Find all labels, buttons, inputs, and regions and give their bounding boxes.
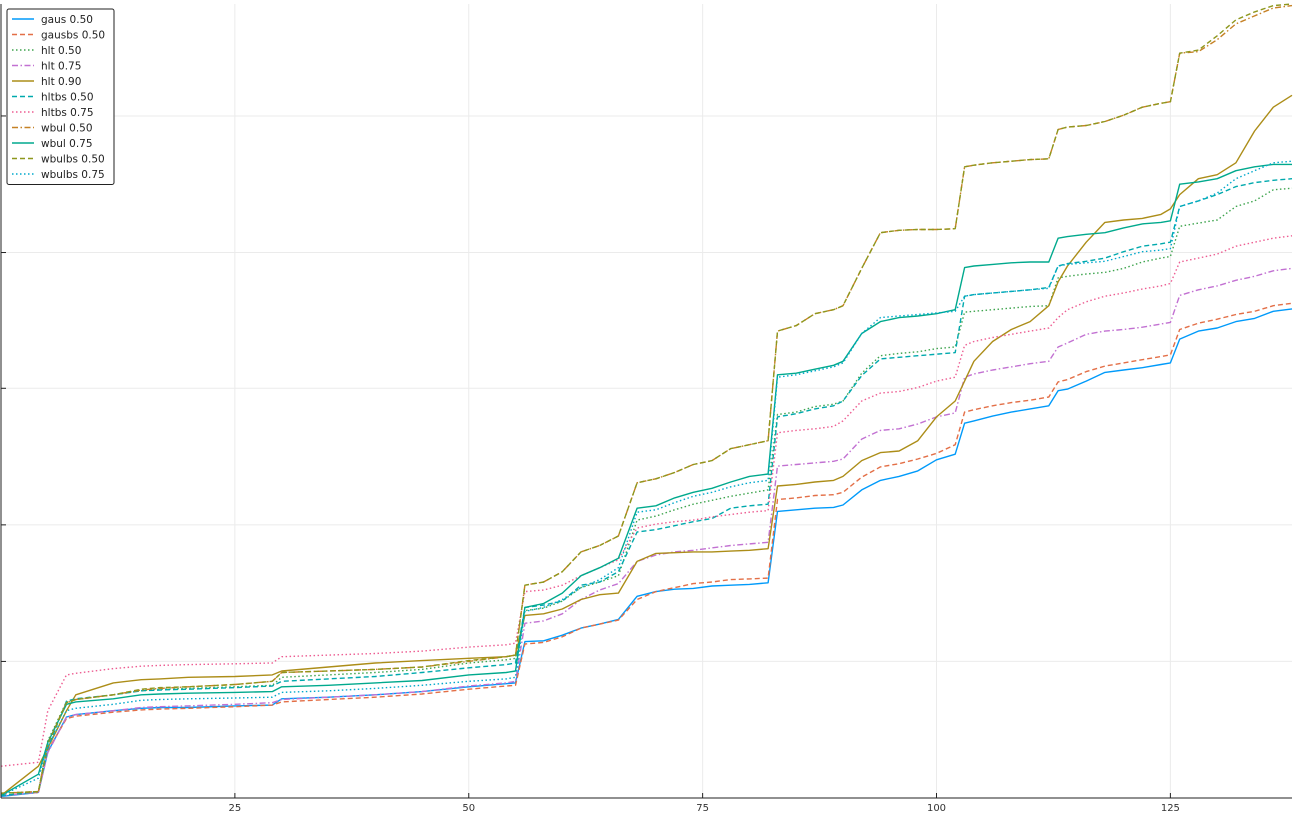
legend-label: hlt 0.50	[41, 45, 81, 57]
legend-label: gaus 0.50	[41, 14, 93, 26]
grid	[1, 4, 1292, 798]
legend-label: hltbs 0.75	[41, 107, 94, 119]
legend-label: gausbs 0.50	[41, 29, 105, 41]
x-tick-label: 50	[462, 803, 475, 813]
x-tick-label: 25	[229, 803, 242, 813]
series-line-hltbs-0-75	[0, 235, 1293, 767]
series-line-wbulbs-0-50	[0, 3, 1293, 794]
series-line-hlt-0-75	[0, 267, 1293, 797]
series-line-wbul-0-50	[0, 4, 1293, 794]
series-line-gausbs-0-50	[0, 302, 1293, 797]
series-line-hlt-0-50	[0, 187, 1293, 794]
legend-label: wbul 0.75	[41, 138, 93, 150]
series-line-hlt-0-90	[0, 94, 1293, 797]
legend-label: wbulbs 0.75	[41, 169, 105, 181]
legend-label: wbul 0.50	[41, 122, 93, 134]
series-line-wbulbs-0-75	[0, 160, 1293, 797]
x-tick-label: 100	[927, 803, 946, 813]
series-line-gaus-0-50	[0, 308, 1293, 798]
legend-label: wbulbs 0.50	[41, 153, 105, 165]
series-line-hltbs-0-50	[0, 178, 1293, 797]
x-tick-label: 75	[696, 803, 709, 813]
legend-label: hltbs 0.50	[41, 91, 94, 103]
legend-box	[6, 8, 115, 185]
series-line-wbul-0-75	[0, 163, 1292, 797]
axes: 25 50 75 100 125	[0, 4, 1292, 813]
series-lines	[0, 3, 1293, 798]
legend-label: hlt 0.75	[41, 60, 81, 72]
legend-label: hlt 0.90	[41, 76, 81, 88]
x-tick-label: 125	[1161, 803, 1180, 813]
legend: gaus 0.50 gausbs 0.50 hlt 0.50 hlt 0.75 hlt …	[6, 8, 115, 185]
